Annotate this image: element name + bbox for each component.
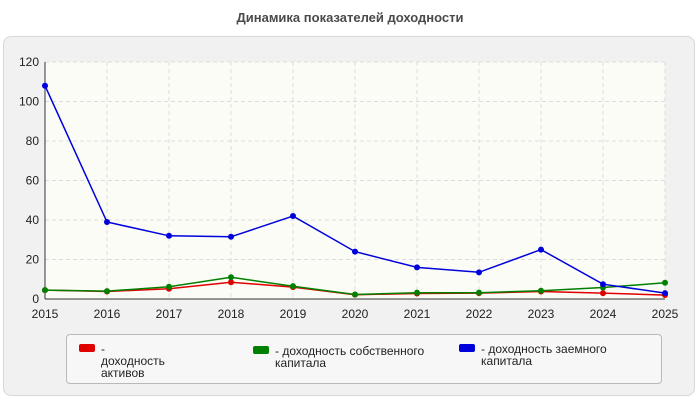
data-point-2: [600, 281, 606, 288]
data-point-2: [476, 269, 482, 276]
data-point-2: [538, 246, 544, 253]
chart-title: Динамика показателей доходности: [236, 10, 464, 25]
x-tick-label: 2015: [32, 307, 59, 321]
data-point-2: [42, 82, 48, 89]
data-point-1: [290, 283, 296, 290]
legend-label-equity: - доходность собственного капитала: [275, 344, 425, 370]
legend-swatch-equity: [253, 346, 269, 354]
data-point-1: [662, 279, 668, 286]
y-tick-label: 100: [19, 95, 39, 109]
data-point-1: [538, 287, 544, 294]
data-point-1: [476, 289, 482, 296]
data-point-2: [228, 233, 234, 240]
data-point-2: [662, 290, 668, 297]
x-tick-label: 2023: [528, 307, 555, 321]
data-point-2: [414, 264, 420, 271]
data-point-1: [166, 283, 172, 290]
x-tick-label: 2017: [156, 307, 183, 321]
legend-swatch-assets: [79, 344, 95, 352]
y-tick-label: 40: [26, 213, 40, 227]
legend-label-debt: - доходность заемного капитала: [481, 342, 607, 368]
x-tick-label: 2018: [218, 307, 245, 321]
y-tick-label: 0: [32, 292, 39, 306]
data-point-2: [352, 248, 358, 255]
data-point-2: [166, 232, 172, 239]
y-tick-label: 60: [26, 174, 40, 188]
x-tick-label: 2020: [342, 307, 369, 321]
x-tick-label: 2021: [404, 307, 431, 321]
data-point-1: [352, 291, 358, 298]
data-point-0: [228, 279, 234, 286]
y-tick-label: 120: [19, 55, 39, 69]
legend-label-assets: - доходность активов: [101, 342, 165, 380]
legend-swatch-debt: [459, 344, 475, 352]
x-tick-label: 2019: [280, 307, 307, 321]
data-point-1: [42, 287, 48, 294]
x-tick-label: 2016: [94, 307, 121, 321]
y-tick-label: 80: [26, 134, 40, 148]
legend: - доходность активов - доходность собств…: [66, 334, 662, 384]
x-tick-label: 2022: [466, 307, 493, 321]
x-tick-label: 2024: [590, 307, 617, 321]
data-point-1: [228, 274, 234, 281]
x-tick-label: 2025: [652, 307, 679, 321]
data-point-1: [414, 289, 420, 296]
y-tick-label: 20: [26, 253, 40, 267]
data-point-0: [600, 290, 606, 297]
data-point-1: [104, 288, 110, 295]
data-point-2: [104, 218, 110, 225]
data-point-2: [290, 213, 296, 220]
